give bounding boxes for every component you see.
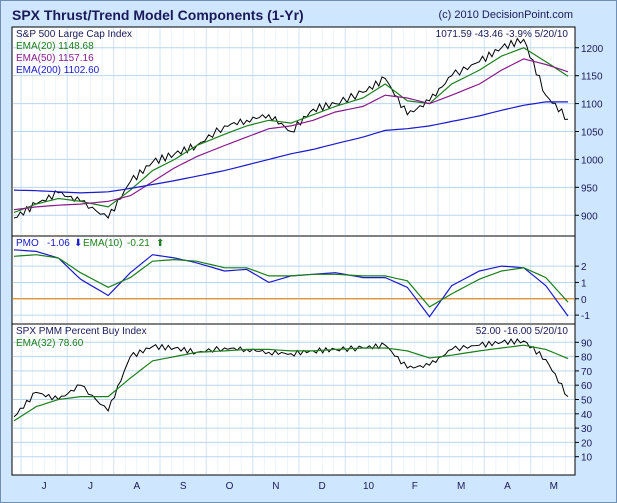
- y-tick-label-pmm: 40: [581, 410, 593, 421]
- y-tick-label-pmm: 70: [581, 367, 593, 378]
- x-tick-label-9: F: [412, 481, 418, 492]
- x-tick-label-1: J: [42, 481, 47, 492]
- y-tick-label-price: 900: [581, 211, 598, 222]
- y-tick-label-price: 1000: [581, 155, 604, 166]
- y-tick-label-pmo: 2: [581, 262, 587, 273]
- copyright-text: (c) 2010 DecisionPoint.com: [438, 9, 573, 21]
- series-line-pmm-spx-pmm-percent-buy-index: [13, 338, 569, 418]
- price-readout: 1071.59 -43.46 -3.9% 5/20/10: [436, 29, 569, 40]
- y-tick-label-pmo: 1: [581, 278, 587, 289]
- y-tick-label-pmm: 30: [581, 424, 593, 435]
- y-tick-label-pmm: 60: [581, 381, 593, 392]
- y-tick-label-pmm: 90: [581, 338, 593, 349]
- x-tick-label-7: D: [319, 481, 326, 492]
- x-tick-label-6: N: [272, 481, 279, 492]
- x-tick-label-12: M: [550, 481, 558, 492]
- series-line-price-ema-20: [13, 47, 569, 214]
- x-tick-label-2: J: [88, 481, 93, 492]
- pmm-ema-legend: EMA(32) 78.60: [16, 338, 84, 349]
- y-tick-label-pmm: 20: [581, 438, 593, 449]
- price-legend-ema50: EMA(50) 1157.16: [16, 53, 94, 64]
- y-tick-label-price: 1050: [581, 128, 604, 139]
- price-legend-ema200: EMA(200) 1102.60: [16, 65, 100, 76]
- x-tick-label-5: O: [226, 481, 234, 492]
- pmo-ema-value: -0.21: [127, 238, 150, 249]
- pmo-arrow-icon: ⬇: [74, 238, 82, 249]
- y-tick-label-pmo: 0: [581, 295, 587, 306]
- y-tick-label-price: 950: [581, 183, 598, 194]
- pmo-value: -1.06: [47, 238, 70, 249]
- series-line-price-s-p-500-large-cap-index: [13, 37, 569, 219]
- chart-title: SPX Thrust/Trend Model Components (1-Yr): [12, 7, 304, 23]
- pmo-name: PMO: [16, 238, 39, 249]
- price-legend-ema20: EMA(20) 1148.68: [16, 41, 94, 52]
- price-panel-name: S&P 500 Large Cap Index: [16, 29, 132, 40]
- series-line-price-ema-50: [13, 58, 569, 211]
- y-tick-label-price: 1150: [581, 72, 603, 83]
- y-tick-label-pmm: 10: [581, 453, 593, 464]
- x-tick-label-4: S: [180, 481, 187, 492]
- y-tick-label-price: 1200: [581, 44, 604, 55]
- pmo-ema-label: EMA(10): [83, 238, 122, 249]
- series-line-pmo-ema-10: [13, 254, 569, 308]
- series-line-pmm-ema-32: [13, 344, 569, 422]
- y-tick-label-pmo: -1: [581, 311, 590, 322]
- y-tick-label-pmm: 50: [581, 396, 593, 407]
- pmm-readout: 52.00 -16.00 5/20/10: [476, 326, 569, 337]
- series-line-price-ema-200: [13, 101, 568, 194]
- x-tick-label-10: M: [457, 481, 465, 492]
- y-tick-label-price: 1100: [581, 100, 603, 111]
- x-tick-label-11: A: [504, 481, 511, 492]
- panel-pmo-background: [11, 235, 576, 325]
- y-tick-label-pmm: 80: [581, 353, 593, 364]
- x-tick-label-8: 10: [363, 481, 375, 492]
- pmo-ema-arrow-icon: ⬆: [156, 238, 164, 249]
- x-tick-label-3: A: [133, 481, 140, 492]
- pmm-panel-name: SPX PMM Percent Buy Index: [16, 326, 147, 337]
